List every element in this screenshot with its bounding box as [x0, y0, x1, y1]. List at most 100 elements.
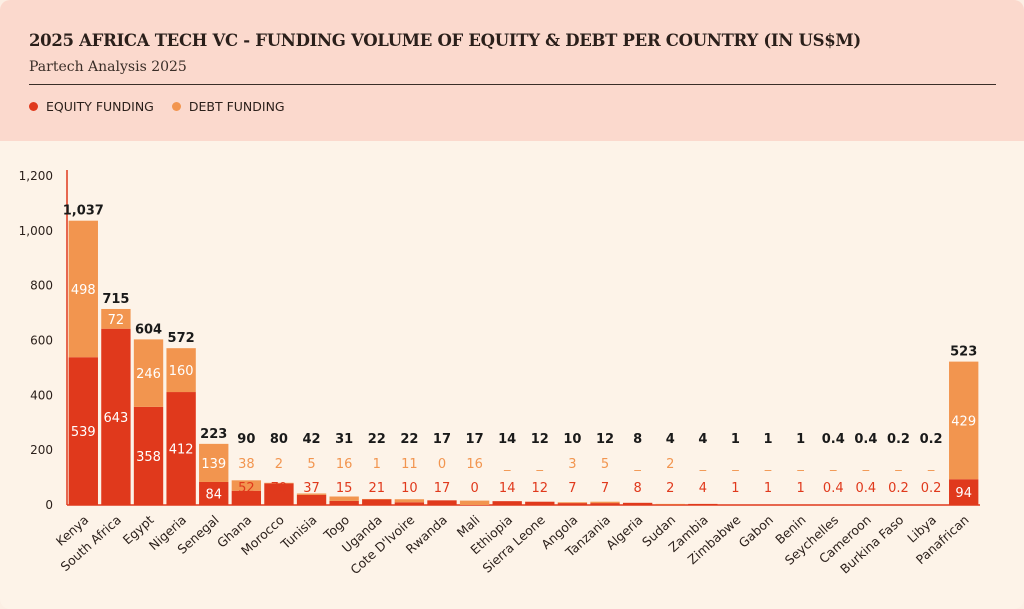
total-value-label: 4 — [666, 432, 675, 447]
debt-bar — [133, 339, 164, 407]
debt-bar — [264, 482, 294, 484]
total-value-label: 14 — [498, 432, 516, 447]
total-value-label: 0.4 — [854, 432, 877, 447]
debt-value-label: 160 — [169, 364, 194, 379]
debt-value-label: 246 — [136, 367, 161, 382]
equity-bar — [296, 494, 327, 505]
equity-bar — [655, 504, 685, 505]
equity-value-label: 17 — [434, 481, 451, 496]
debt-bar — [166, 348, 196, 393]
equity-bar — [785, 504, 816, 506]
equity-bar — [101, 328, 131, 505]
chart-subtitle: Partech Analysis 2025 — [29, 59, 187, 75]
debt-value-label: 5 — [601, 457, 609, 472]
equity-bar — [394, 502, 425, 505]
equity-bar — [166, 392, 196, 505]
total-value-label: 523 — [950, 345, 977, 360]
equity-bar — [329, 500, 359, 505]
legend-swatch-debt — [171, 102, 181, 111]
x-tick-label: Tunisia — [277, 512, 320, 552]
debt-bar — [231, 480, 262, 491]
debt-value-label: _ — [764, 457, 772, 472]
equity-value-label: 12 — [532, 481, 549, 496]
total-value-label: 1 — [731, 432, 740, 447]
debt-value-label: 139 — [201, 457, 226, 472]
equity-value-label: 539 — [71, 425, 96, 440]
legend: EQUITY FUNDING DEBT FUNDING — [29, 99, 303, 114]
equity-value-label: 643 — [103, 411, 128, 426]
x-tick-label: Gabon — [736, 512, 776, 550]
equity-value-label: 15 — [336, 481, 353, 496]
total-value-label: 12 — [596, 432, 614, 447]
equity-bar — [362, 499, 392, 505]
y-tick-label: 600 — [30, 334, 53, 348]
equity-bar — [231, 490, 262, 505]
debt-value-label: 5 — [307, 457, 315, 472]
debt-value-label: 72 — [108, 313, 125, 328]
legend-label-equity: EQUITY FUNDING — [46, 99, 154, 114]
total-value-label: 22 — [400, 432, 418, 447]
total-value-label: 572 — [168, 331, 195, 346]
equity-bar — [264, 483, 294, 505]
debt-bar — [68, 220, 98, 358]
debt-value-label: 38 — [238, 457, 255, 472]
equity-value-label: 1 — [731, 481, 739, 496]
debt-value-label: _ — [731, 457, 739, 472]
equity-bar — [753, 504, 783, 506]
equity-value-label: 0 — [470, 481, 478, 496]
debt-value-label: _ — [894, 457, 902, 472]
total-value-label: 1 — [796, 432, 805, 447]
equity-bar — [492, 501, 522, 505]
debt-bar — [329, 496, 359, 501]
equity-bar — [688, 503, 718, 505]
equity-value-label: 7 — [568, 481, 576, 496]
equity-bar — [557, 503, 588, 505]
legend-label-debt: DEBT FUNDING — [188, 99, 285, 114]
debt-value-label: _ — [699, 457, 707, 472]
total-value-label: 604 — [135, 322, 162, 337]
debt-bar — [296, 493, 327, 495]
total-value-label: 17 — [466, 432, 484, 447]
debt-value-label: 2 — [666, 457, 674, 472]
equity-value-label: 0.4 — [823, 481, 844, 496]
equity-value-label: 0.2 — [888, 481, 909, 496]
debt-bar — [459, 500, 490, 505]
equity-value-label: 4 — [699, 481, 707, 496]
total-value-label: 715 — [102, 292, 129, 307]
total-value-label: 80 — [270, 432, 288, 447]
debt-bar — [557, 502, 588, 504]
equity-value-label: 0.2 — [921, 481, 942, 496]
equity-bar — [720, 504, 751, 506]
debt-value-label: 1 — [373, 457, 381, 472]
y-tick-label: 0 — [45, 498, 53, 512]
total-value-label: 42 — [303, 432, 321, 447]
equity-value-label: 8 — [633, 481, 641, 496]
total-value-label: 1,037 — [63, 204, 104, 219]
x-tick-label: Algeria — [603, 512, 646, 553]
legend-swatch-equity — [29, 102, 38, 111]
equity-value-label: 52 — [238, 481, 255, 496]
y-tick-label: 400 — [30, 388, 53, 402]
debt-bar — [394, 499, 425, 503]
equity-value-label: 94 — [955, 486, 972, 501]
debt-value-label: 498 — [71, 283, 96, 298]
equity-bar — [427, 500, 457, 505]
debt-value-label: _ — [829, 457, 837, 472]
debt-value-label: _ — [927, 457, 935, 472]
debt-value-label: 0 — [438, 457, 446, 472]
equity-value-label: 7 — [601, 481, 609, 496]
equity-bar — [525, 501, 555, 505]
equity-bar — [622, 502, 653, 505]
equity-value-label: 21 — [368, 481, 385, 496]
total-value-label: 12 — [531, 432, 549, 447]
total-value-label: 1 — [764, 432, 773, 447]
equity-bar — [68, 357, 98, 505]
y-tick-label: 200 — [30, 443, 53, 457]
equity-bar — [818, 504, 848, 506]
debt-value-label: _ — [503, 457, 511, 472]
equity-value-label: 37 — [303, 481, 320, 496]
total-value-label: 17 — [433, 432, 451, 447]
y-tick-label: 1,200 — [19, 169, 53, 183]
